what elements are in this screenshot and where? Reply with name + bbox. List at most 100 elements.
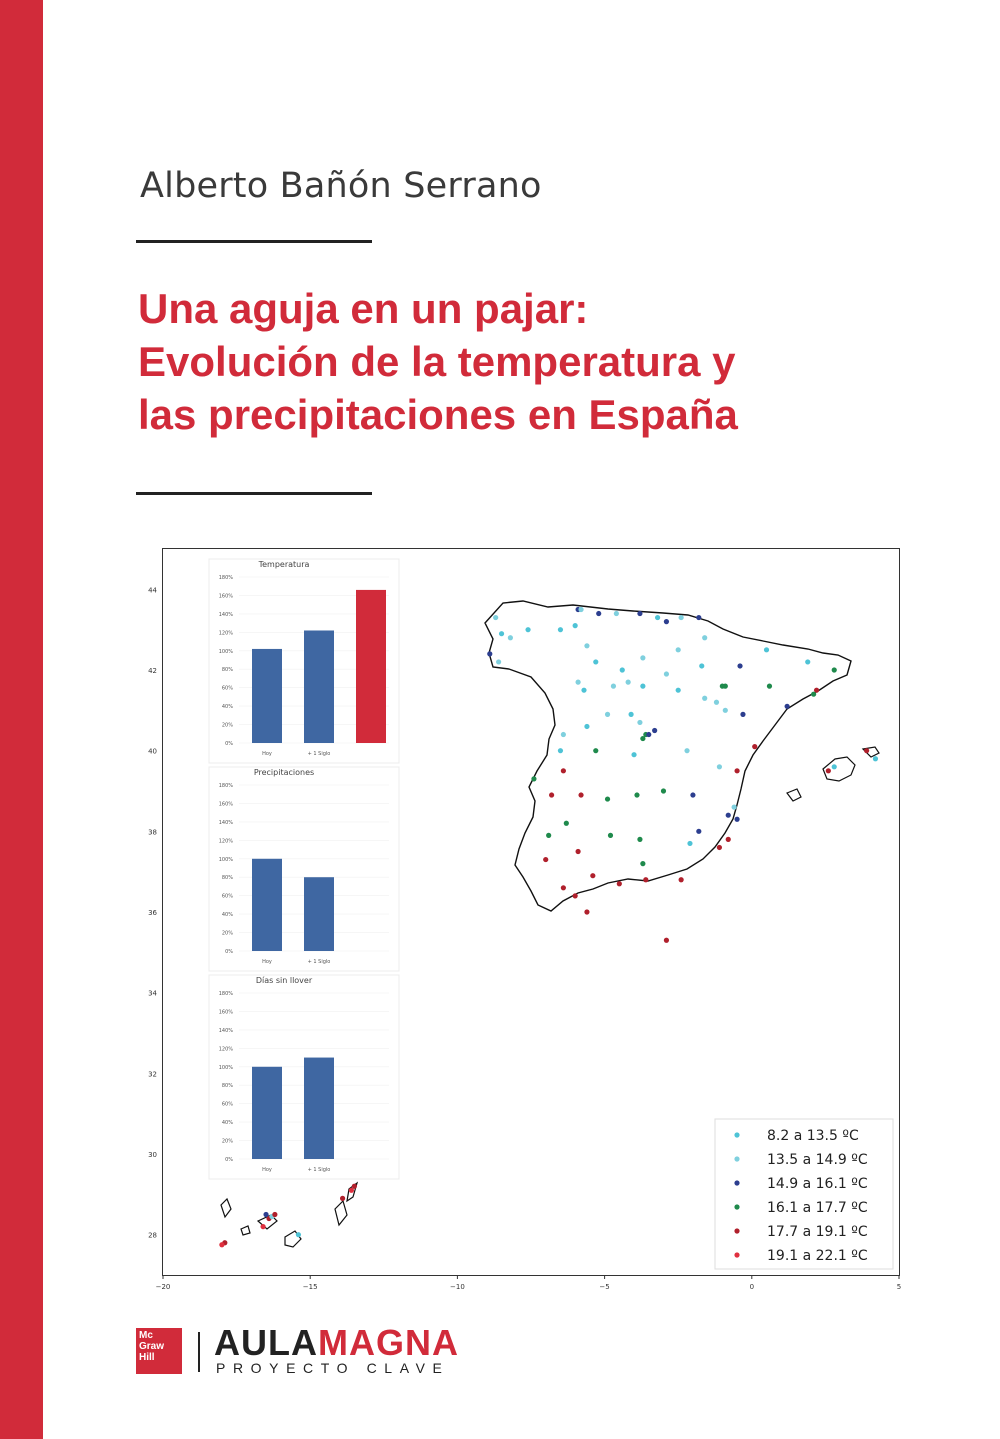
station-point [625, 679, 631, 685]
title-line-1: Una aguja en un pajar: [138, 285, 589, 332]
series-subtitle: PROYECTO CLAVE [216, 1360, 450, 1376]
station-point [722, 707, 728, 713]
legend-marker [734, 1204, 740, 1210]
bar-y-tick-label: 120% [219, 630, 234, 636]
fuerteventura-outline [334, 1199, 348, 1227]
logo-line-2: Graw [139, 1341, 165, 1352]
station-point [811, 691, 817, 697]
bar-y-tick-label: 60% [222, 686, 233, 692]
y-tick-label: 42 [148, 667, 157, 675]
gomera-outline [240, 1225, 251, 1236]
station-point [637, 610, 643, 617]
station-point [831, 764, 837, 770]
station-point [631, 752, 637, 758]
station-point [640, 683, 646, 689]
climate-figure: −20 −15 −10 −5 0 5 28 30 32 34 36 38 40 42 44 Temperat… [148, 558, 901, 1291]
station-point [351, 1183, 357, 1189]
station-point [575, 679, 581, 685]
x-tick-label: −5 [599, 1283, 609, 1291]
book-title: Una aguja en un pajar: Evolución de la t… [138, 282, 978, 441]
station-point [831, 667, 837, 673]
station-point [263, 1211, 269, 1218]
station-point [640, 861, 646, 867]
station-point [604, 796, 611, 802]
series-name-part2: MAGNA [317, 1322, 459, 1363]
divider-bottom [136, 492, 372, 495]
station-point [725, 836, 731, 842]
station-point [716, 844, 723, 851]
bar-y-tick-label: 180% [219, 991, 234, 997]
bar-y-tick-label: 20% [222, 1139, 233, 1145]
series-name: AULAMAGNA [214, 1322, 459, 1364]
publisher-divider [198, 1332, 200, 1372]
station-point [560, 731, 566, 738]
y-tick-label: 28 [148, 1232, 157, 1240]
bar-panel-title: Días sin llover [256, 976, 313, 985]
station-point [678, 614, 684, 621]
legend-label: 17.7 a 19.1 ºC [767, 1224, 868, 1240]
bar-y-tick-label: 120% [219, 838, 234, 844]
bar-1 [252, 648, 282, 743]
bar-y-tick-label: 160% [219, 593, 234, 599]
station-point [590, 873, 596, 879]
station-point [663, 937, 670, 943]
station-point [690, 792, 696, 798]
bar-2 [304, 877, 334, 951]
station-point [740, 711, 746, 717]
bar-y-tick-label: 0% [225, 949, 233, 955]
station-point [637, 719, 643, 726]
station-point [604, 711, 611, 717]
series-name-part1: AULA [214, 1322, 318, 1363]
station-point [696, 614, 702, 621]
station-point [646, 731, 652, 738]
legend-marker [734, 1180, 740, 1186]
station-point [766, 683, 773, 689]
legend-label: 8.2 a 13.5 ºC [767, 1128, 859, 1144]
bar-y-tick-label: 80% [222, 667, 233, 673]
bar-2 [304, 1057, 334, 1159]
bar-y-tick-label: 40% [222, 1120, 233, 1126]
title-line-3: las precipitaciones en España [138, 391, 738, 438]
bar-y-tick-label: 0% [225, 741, 233, 747]
station-point [557, 748, 564, 754]
station-point [543, 856, 549, 863]
y-tick-label: 38 [148, 828, 157, 836]
station-point [654, 614, 661, 621]
bar-panel-title: Temperatura [258, 560, 310, 569]
station-point [702, 635, 708, 641]
station-point [575, 848, 581, 855]
bar-y-tick-label: 80% [222, 1083, 233, 1089]
logo-line-1: Mc [139, 1330, 153, 1341]
station-point [498, 631, 505, 637]
station-point [525, 627, 531, 633]
legend-marker [734, 1228, 740, 1234]
station-point [731, 804, 737, 810]
station-point [572, 623, 578, 629]
station-point [493, 614, 499, 621]
y-tick-label: 44 [148, 586, 157, 594]
legend-marker [734, 1156, 740, 1162]
title-line-2: Evolución de la temperatura y [138, 338, 736, 385]
bar-y-tick-label: 60% [222, 894, 233, 900]
station-point [725, 812, 731, 818]
station-point [339, 1195, 346, 1201]
station-point [593, 748, 599, 754]
station-point [663, 619, 670, 625]
x-tick-label: 5 [897, 1283, 901, 1291]
legend-label: 16.1 a 17.7 ºC [767, 1200, 868, 1216]
station-point [678, 877, 684, 883]
station-point [675, 687, 681, 693]
bar-3-highlight [356, 589, 386, 743]
station-point [872, 756, 879, 762]
y-tick-label: 34 [148, 990, 157, 998]
station-point [713, 699, 720, 705]
station-point [560, 768, 566, 774]
station-point [563, 820, 569, 826]
station-point [549, 792, 555, 798]
station-point [560, 885, 566, 891]
station-point [619, 667, 625, 673]
bar-panel-title: Precipitaciones [254, 768, 314, 777]
gran-canaria-outline [284, 1230, 302, 1248]
bar-y-tick-label: 160% [219, 801, 234, 807]
x-tick-label: −10 [450, 1283, 465, 1291]
